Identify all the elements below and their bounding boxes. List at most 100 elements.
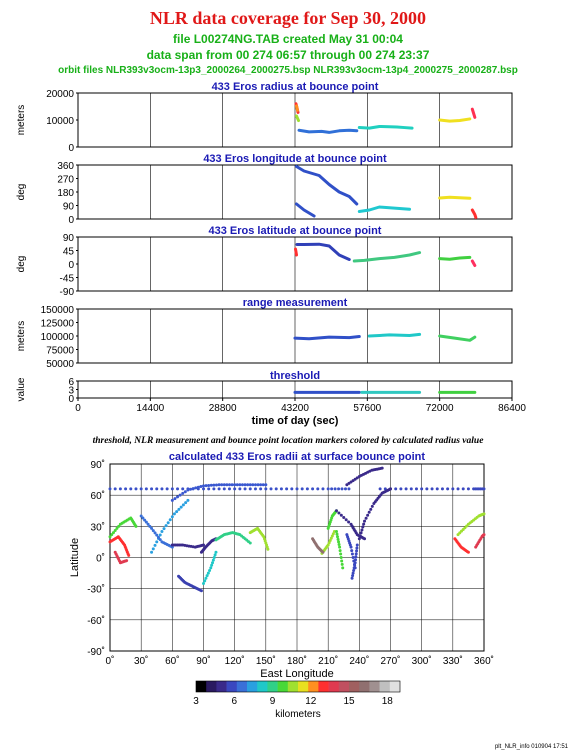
map-x-tick-label: 210˚ [318, 655, 338, 667]
map-bounce-point [360, 528, 364, 532]
map-x-tick-label: 60˚ [165, 655, 179, 667]
map-bounce-point [170, 498, 174, 502]
map-bounce-point [205, 574, 209, 578]
map-bounce-point [246, 483, 250, 487]
map-bounce-point [358, 534, 362, 538]
map-bounce-point [420, 487, 424, 491]
map-bounce-point [354, 555, 358, 559]
map-bounce-point [344, 518, 348, 522]
map-bounce-point [117, 524, 121, 528]
map-bounce-point [404, 487, 408, 491]
map-bounce-point [329, 536, 333, 540]
map-bounce-point [125, 559, 129, 563]
map-bounce-point [367, 510, 371, 514]
map-bounce-point [240, 483, 244, 487]
map-bounce-point [191, 487, 195, 491]
map-bounce-point [181, 487, 185, 491]
map-bounce-point [353, 563, 357, 567]
map-bounce-point [153, 531, 157, 535]
y-tick-label: -90 [60, 287, 75, 298]
map-bounce-point [202, 543, 205, 547]
map-y-axis-label: Latitude [69, 538, 81, 577]
map-x-tick-label: 120˚ [225, 655, 245, 667]
map-bounce-point [430, 487, 434, 491]
map-bounce-point [162, 527, 166, 531]
map-bounce-point [115, 526, 119, 530]
map-bounce-point [150, 487, 154, 491]
map-bounce-point [155, 487, 159, 491]
map-bounce-point [295, 487, 299, 491]
map-bounce-point [176, 495, 180, 499]
map-bounce-point [160, 530, 164, 534]
x-tick-label: 14400 [136, 403, 164, 414]
map-bounce-point [350, 576, 354, 580]
map-x-tick-label: 360˚ [474, 655, 494, 667]
y-axis-label: meters [16, 321, 27, 352]
map-bounce-point [211, 558, 215, 562]
map-bounce-point [210, 563, 214, 567]
map-bounce-point [340, 562, 344, 566]
panel-title: 433 Eros longitude at bounce point [203, 153, 387, 165]
map-bounce-point [153, 543, 157, 547]
map-bounce-point [207, 487, 211, 491]
map-bounce-point [359, 531, 363, 535]
map-bounce-point [409, 487, 413, 491]
map-bounce-point [203, 579, 207, 583]
map-bounce-point [333, 487, 337, 491]
y-tick-label: 6 [68, 377, 74, 388]
map-bounce-point [143, 518, 147, 522]
map-y-tick-label: -90˚ [87, 646, 105, 658]
y-tick-label: 45 [63, 247, 75, 258]
map-bounce-point [378, 487, 382, 491]
x-tick-label: 72000 [426, 403, 454, 414]
colorbar-swatch [287, 681, 299, 692]
map-bounce-point [425, 487, 429, 491]
map-bounce-point [139, 487, 143, 491]
panel-title: 433 Eros radius at bounce point [212, 81, 379, 93]
data-series [295, 114, 301, 123]
map-bounce-point [214, 483, 218, 487]
map-bounce-point [189, 487, 193, 491]
map-bounce-point [150, 526, 154, 530]
y-axis-label: deg [16, 184, 27, 201]
data-series [294, 247, 299, 257]
map-bounce-point [326, 487, 330, 491]
map-bounce-point [144, 520, 148, 524]
map-bounce-point [227, 487, 231, 491]
map-bounce-point [211, 561, 215, 565]
map-bounce-point [354, 558, 358, 562]
map-bounce-point [158, 533, 162, 537]
map-bounce-point [334, 530, 338, 534]
map-bounce-point [251, 483, 255, 487]
map-bounce-point [212, 487, 216, 491]
map-bounce-point [332, 530, 336, 534]
map-bounce-point [186, 498, 190, 502]
map-y-tick-label: -60˚ [87, 615, 105, 627]
map-y-tick-label: 30˚ [91, 521, 105, 533]
colorbar-swatch [318, 681, 329, 692]
map-bounce-point [366, 513, 370, 517]
map-bounce-point [248, 541, 252, 545]
x-axis-label: time of day (sec) [252, 415, 339, 427]
x-tick-label: 0 [75, 403, 81, 414]
map-bounce-point [217, 483, 221, 487]
panel-title: 433 Eros latitude at bounce point [209, 225, 382, 237]
map-bounce-point [261, 483, 265, 487]
data-series [295, 104, 300, 112]
colorbar-swatch [369, 681, 380, 692]
map-bounce-point [337, 540, 341, 544]
data-series [470, 259, 477, 267]
map-x-tick-label: 90˚ [196, 655, 210, 667]
map-bounce-point [350, 549, 354, 553]
map-bounce-point [399, 487, 403, 491]
map-bounce-point [160, 487, 164, 491]
map-bounce-point [202, 484, 205, 488]
map-bounce-point [338, 545, 342, 549]
y-tick-label: 90 [63, 202, 75, 213]
map-bounce-point [233, 487, 237, 491]
map-bounce-point [335, 532, 339, 536]
y-tick-label: 360 [57, 161, 74, 172]
colorbar-swatch [389, 681, 401, 692]
map-bounce-point [456, 487, 460, 491]
colorbar-swatch [236, 681, 248, 692]
